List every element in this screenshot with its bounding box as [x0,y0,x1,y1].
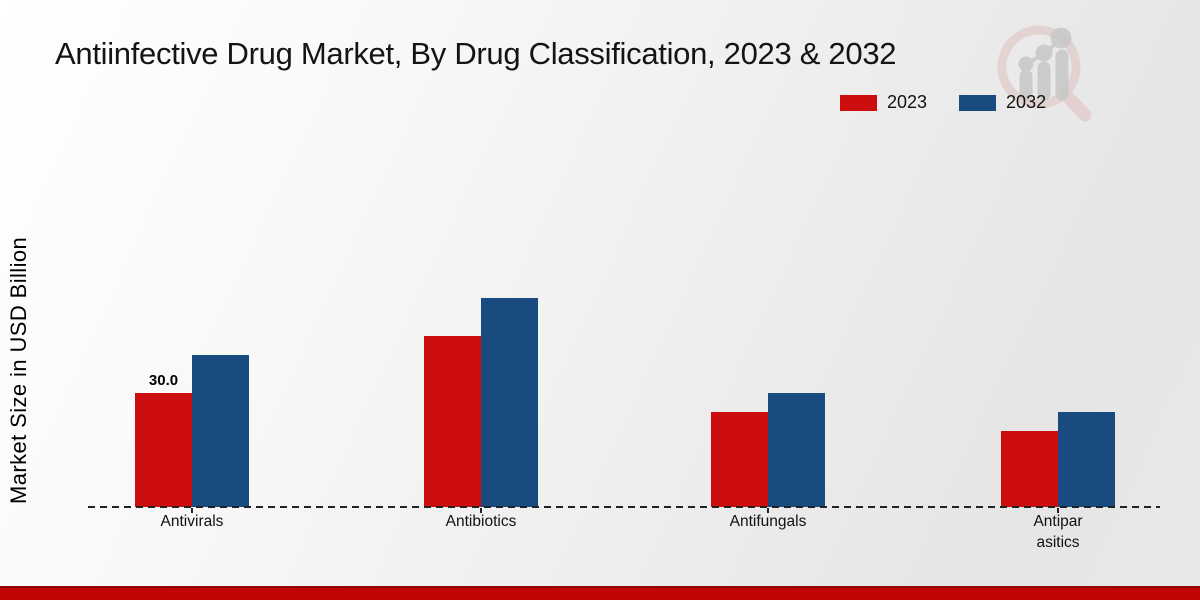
bar-2023-Antifungals [711,412,768,507]
bar-2032-Antifungals [768,393,825,507]
legend-item-2023: 2023 [840,92,927,113]
legend: 2023 2032 [840,92,1046,113]
bar-2032-Antibiotics [481,298,538,507]
legend-label: 2032 [1006,92,1047,112]
bar-2032-Antivirals [192,355,249,507]
chart-title: Antiinfective Drug Market, By Drug Class… [55,36,897,71]
bar-2023-Antibiotics [424,336,481,507]
legend-item-2032: 2032 [959,92,1046,113]
footer-accent-bar [0,586,1200,600]
x-axis-category-label: Antibiotics [445,513,517,530]
x-axis-tick [191,508,193,513]
x-axis-tick [480,508,482,513]
bar-data-label: 30.0 [148,372,179,389]
x-axis-tick [1057,508,1059,513]
x-axis-line [88,506,1160,508]
x-axis-category-label: Antipar asitics [1033,513,1083,551]
legend-label: 2023 [887,92,928,112]
legend-swatch-icon [959,94,997,111]
legend-swatch-icon [840,94,877,111]
x-axis-tick [767,508,769,513]
magnifier-growth-chart-logo-icon [997,25,1092,122]
x-axis-category-label: Antifungals [729,513,807,530]
bar-2023-Antiparasitics [1001,431,1058,507]
bar-2023-Antivirals [135,393,192,507]
x-axis-category-label: Antivirals [160,513,224,530]
bar-2032-Antiparasitics [1058,412,1115,507]
